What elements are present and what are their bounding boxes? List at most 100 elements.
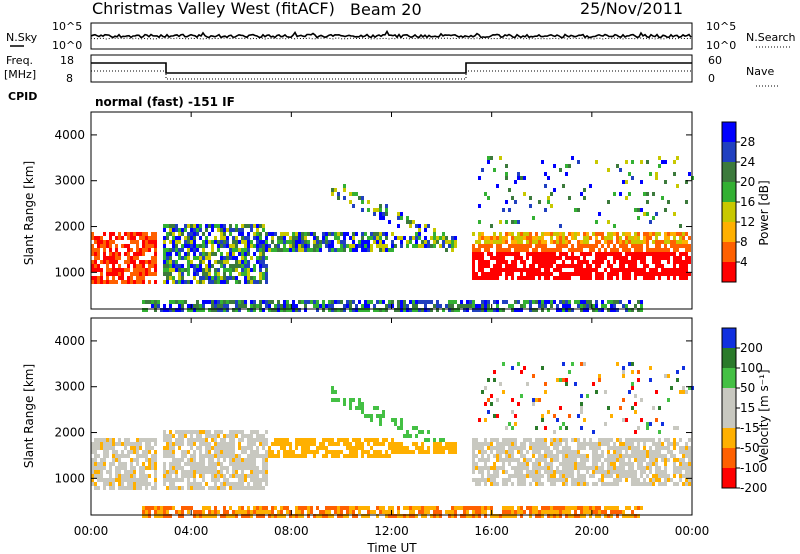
colorbar-tick-label: 50: [740, 381, 755, 395]
heatmap-cell: [175, 510, 178, 514]
heatmap-cell: [589, 474, 592, 478]
heatmap-cell: [550, 482, 553, 486]
heatmap-cell: [403, 446, 406, 450]
heatmap-cell: [607, 264, 610, 268]
heatmap-cell: [622, 454, 625, 458]
heatmap-cell: [184, 280, 187, 284]
heatmap-cell: [139, 260, 142, 264]
heatmap-cell: [517, 402, 520, 406]
heatmap-cell: [616, 466, 619, 470]
heatmap-cell: [493, 308, 496, 312]
heatmap-cell: [628, 442, 631, 446]
heatmap-cell: [616, 164, 619, 168]
heatmap-cell: [229, 474, 232, 478]
heatmap-cell: [292, 454, 295, 458]
heatmap-cell: [682, 474, 685, 478]
heatmap-cell: [271, 248, 274, 252]
heatmap-cell: [457, 506, 460, 510]
heatmap-cell: [472, 438, 475, 442]
heatmap-cell: [490, 244, 493, 248]
heatmap-cell: [172, 224, 175, 228]
heatmap-cell: [511, 458, 514, 462]
heatmap-cell: [247, 454, 250, 458]
heatmap-cell: [643, 438, 646, 442]
heatmap-cell: [103, 454, 106, 458]
heatmap-cell: [259, 454, 262, 458]
heatmap-cell: [220, 474, 223, 478]
heatmap-cell: [634, 394, 637, 398]
heatmap-cell: [640, 466, 643, 470]
heatmap-cell: [247, 268, 250, 272]
heatmap-cell: [586, 260, 589, 264]
heatmap-cell: [214, 240, 217, 244]
heatmap-cell: [178, 438, 181, 442]
heatmap-cell: [202, 454, 205, 458]
heatmap-cell: [145, 510, 148, 514]
heatmap-cell: [631, 482, 634, 486]
heatmap-cell: [265, 276, 268, 280]
heatmap-cell: [487, 276, 490, 280]
heatmap-cell: [109, 474, 112, 478]
heatmap-cell: [196, 272, 199, 276]
heatmap-cell: [181, 458, 184, 462]
heatmap-cell: [100, 438, 103, 442]
heatmap-cell: [427, 300, 430, 304]
heatmap-cell: [640, 506, 643, 510]
heatmap-cell: [238, 430, 241, 434]
heatmap-cell: [574, 300, 577, 304]
heatmap-cell: [550, 474, 553, 478]
heatmap-cell: [529, 272, 532, 276]
heatmap-cell: [613, 478, 616, 482]
heatmap-cell: [607, 252, 610, 256]
heatmap-cell: [637, 506, 640, 510]
heatmap-cell: [640, 208, 643, 212]
heatmap-cell: [517, 232, 520, 236]
heatmap-cell: [148, 268, 151, 272]
heatmap-cell: [433, 244, 436, 248]
heatmap-cell: [511, 410, 514, 414]
heatmap-cell: [562, 260, 565, 264]
heatmap-cell: [580, 260, 583, 264]
heatmap-cell: [238, 264, 241, 268]
heatmap-cell: [268, 454, 271, 458]
heatmap-cell: [514, 514, 517, 518]
heatmap-cell: [505, 264, 508, 268]
heatmap-cell: [235, 482, 238, 486]
heatmap-cell: [229, 264, 232, 268]
heatmap-cell: [118, 232, 121, 236]
heatmap-cell: [259, 252, 262, 256]
heatmap-cell: [190, 442, 193, 446]
heatmap-cell: [391, 446, 394, 450]
heatmap-cell: [184, 236, 187, 240]
heatmap-cell: [541, 510, 544, 514]
heatmap-cell: [634, 438, 637, 442]
heatmap-cell: [562, 276, 565, 280]
heatmap-cell: [304, 450, 307, 454]
heatmap-cell: [544, 232, 547, 236]
heatmap-cell: [475, 466, 478, 470]
heatmap-cell: [685, 446, 688, 450]
heatmap-cell: [355, 438, 358, 442]
heatmap-cell: [196, 308, 199, 312]
heatmap-cell: [553, 300, 556, 304]
heatmap-cell: [517, 466, 520, 470]
heatmap-cell: [649, 446, 652, 450]
freq-line: [91, 62, 692, 74]
heatmap-cell: [520, 514, 523, 518]
heatmap-cell: [472, 470, 475, 474]
heatmap-cell: [376, 450, 379, 454]
heatmap-cell: [127, 470, 130, 474]
heatmap-cell: [154, 232, 157, 236]
heatmap-cell: [478, 446, 481, 450]
heatmap-cell: [271, 236, 274, 240]
heatmap-cell: [187, 430, 190, 434]
heatmap-cell: [541, 438, 544, 442]
heatmap-cell: [628, 514, 631, 518]
heatmap-cell: [685, 200, 688, 204]
heatmap-cell: [337, 308, 340, 312]
heatmap-cell: [553, 260, 556, 264]
heatmap-cell: [421, 446, 424, 450]
heatmap-cell: [172, 458, 175, 462]
heatmap-cell: [232, 486, 235, 490]
heatmap-cell: [553, 446, 556, 450]
